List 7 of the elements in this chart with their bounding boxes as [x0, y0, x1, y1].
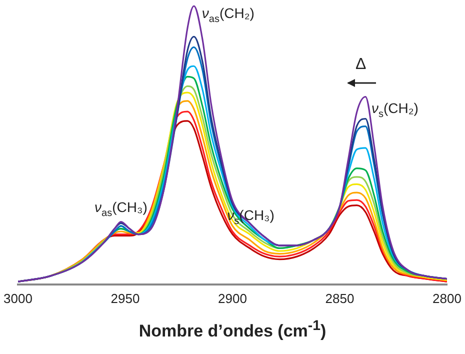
- x-tick-label: 2950: [110, 290, 140, 306]
- annotation: Δ: [355, 56, 366, 74]
- x-tick-label: 2900: [218, 290, 247, 306]
- x-axis-title: Nombre d’ondes (cm$^{-1}$): [138, 318, 328, 342]
- x-tick-label: 3000: [4, 290, 32, 306]
- x-tick-label: 2850: [325, 290, 354, 306]
- x-tick-label: 2800: [432, 290, 462, 306]
